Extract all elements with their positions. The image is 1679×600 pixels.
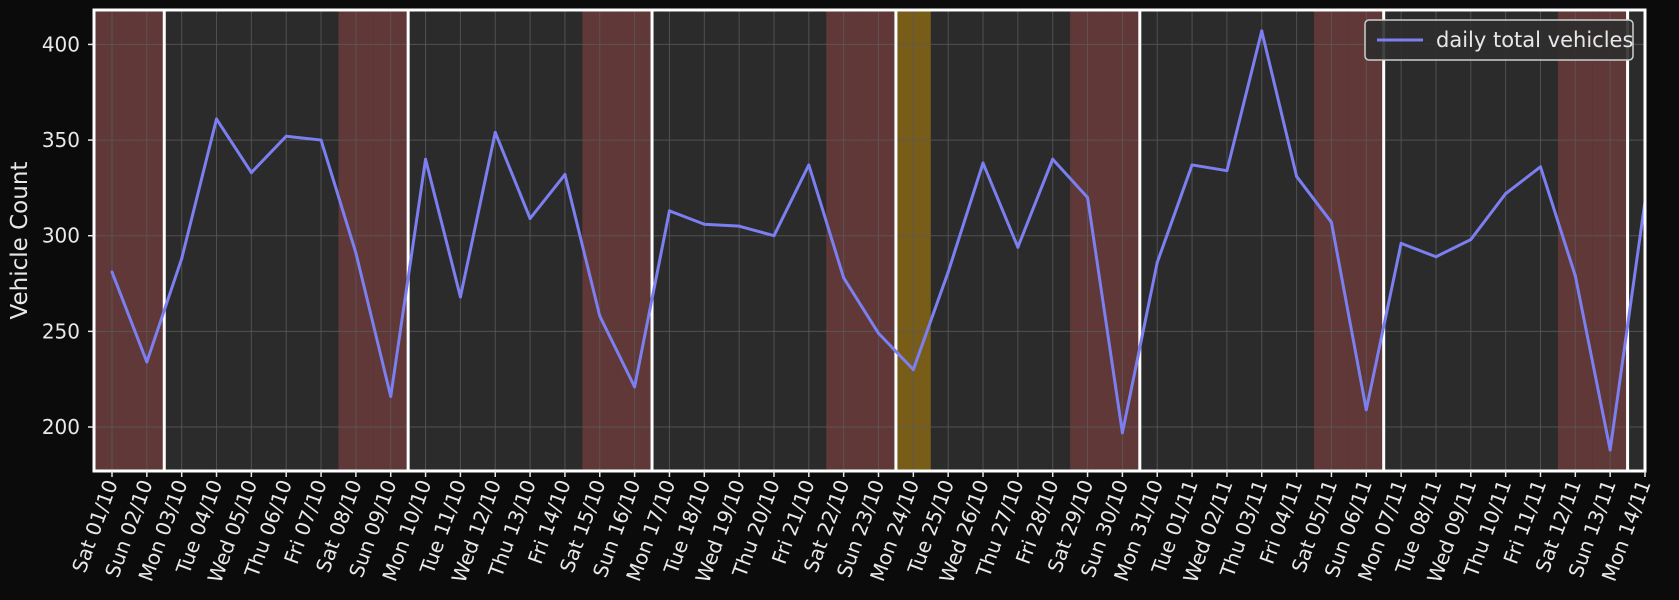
plot-frame [92, 8, 1647, 473]
data-point-wed-26-10 [981, 161, 985, 165]
y-axis-ticks: 200 250 300 350 400 [42, 32, 94, 439]
data-point-thu-10-11 [1504, 192, 1508, 196]
data-point-sun-09-10 [389, 394, 393, 398]
data-point-wed-05-10 [249, 171, 253, 175]
data-point-fri-14-10 [563, 173, 567, 177]
data-point-mon-10-10 [424, 157, 428, 161]
data-point-thu-20-10 [772, 234, 776, 238]
data-point-wed-02-11 [1225, 169, 1229, 173]
data-point-wed-09-11 [1469, 238, 1473, 242]
data-point-sun-06-11 [1364, 408, 1368, 412]
data-point-fri-04-11 [1295, 174, 1299, 178]
data-point-sun-23-10 [877, 331, 880, 335]
legend-box [1364, 19, 1634, 61]
data-point-thu-03-11 [1260, 29, 1264, 33]
legend: daily total vehicles [1364, 19, 1634, 61]
y-tick-label: 200 [42, 415, 80, 439]
data-point-sun-30-10 [1120, 431, 1124, 435]
data-point-sat-05-11 [1329, 220, 1333, 224]
y-axis-label: Vehicle Count [7, 162, 33, 320]
data-point-fri-07-10 [319, 138, 323, 142]
y-tick-label: 400 [42, 32, 80, 56]
data-point-sat-15-10 [598, 314, 602, 318]
y-tick-label: 300 [42, 224, 80, 248]
y-tick-label: 350 [42, 128, 80, 152]
data-point-sat-12-11 [1573, 274, 1577, 278]
data-point-thu-27-10 [1016, 245, 1020, 249]
data-point-sat-29-10 [1086, 195, 1090, 199]
data-point-mon-24-10 [911, 368, 915, 372]
data-point-thu-13-10 [528, 217, 532, 221]
data-point-wed-12-10 [493, 130, 497, 134]
data-point-tue-04-10 [215, 117, 219, 121]
data-point-sat-22-10 [842, 276, 846, 280]
data-point-fri-28-10 [1051, 157, 1055, 161]
data-point-tue-11-10 [458, 295, 462, 299]
data-point-tue-25-10 [946, 270, 950, 274]
data-point-mon-17-10 [667, 209, 671, 213]
data-point-wed-19-10 [737, 224, 741, 228]
data-point-mon-03-10 [180, 257, 184, 261]
data-point-mon-31-10 [1155, 260, 1159, 264]
data-point-sun-13-11 [1608, 448, 1612, 452]
data-point-tue-01-11 [1190, 163, 1194, 167]
y-tick-label: 250 [42, 319, 80, 343]
data-point-fri-11-11 [1538, 165, 1542, 169]
data-point-tue-18-10 [702, 222, 706, 226]
data-point-fri-21-10 [807, 163, 811, 167]
data-point-mon-07-11 [1399, 241, 1403, 245]
data-point-sat-08-10 [354, 251, 358, 255]
data-point-sun-16-10 [633, 385, 637, 389]
data-point-sun-02-10 [145, 360, 149, 364]
data-point-tue-08-11 [1434, 255, 1438, 259]
legend-label-daily-total-vehicles: daily total vehicles [1436, 28, 1633, 52]
data-point-sat-01-10 [110, 270, 114, 274]
series-layer [110, 29, 1647, 452]
week-separator-layer [162, 10, 1630, 471]
data-point-thu-06-10 [284, 134, 288, 138]
